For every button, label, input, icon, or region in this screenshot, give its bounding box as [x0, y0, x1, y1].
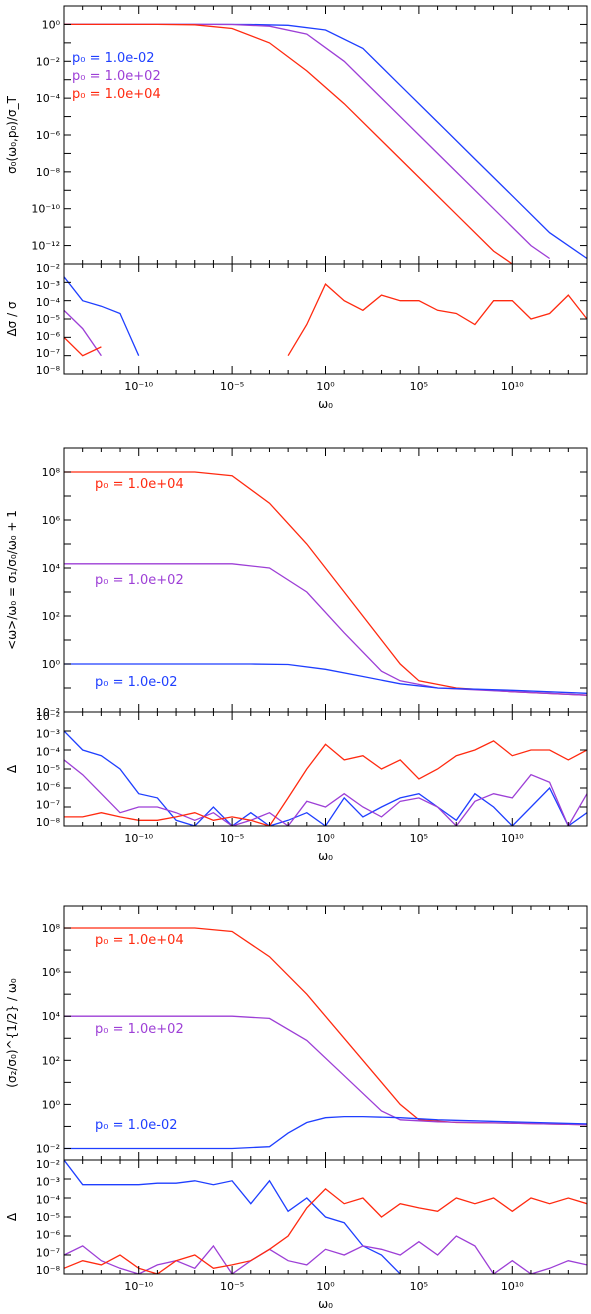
- series-line-2: [64, 336, 102, 357]
- y-tick-label: 10⁻²: [36, 262, 60, 275]
- y-axis-label: (σ₂/σ₀)^{1/2} / ω₀: [5, 978, 19, 1088]
- x-tick-label: 10⁰: [316, 832, 335, 845]
- y-tick-label: 10⁻⁴: [36, 1193, 61, 1206]
- y-tick-label: 10⁻⁶: [36, 1229, 61, 1242]
- y-tick-label: 10⁻⁶: [36, 781, 61, 794]
- series-line-1: [64, 1235, 587, 1274]
- y-axis-label: Δ: [5, 1212, 19, 1221]
- y-tick-label: 10⁻⁶: [36, 129, 61, 142]
- y-tick-label: 10⁻³: [36, 279, 60, 292]
- series-line-2: [64, 23, 513, 264]
- y-tick-label: 10⁻⁸: [36, 364, 61, 377]
- legend-entry: p₀ = 1.0e+04: [95, 477, 184, 492]
- y-tick-label: 10⁻⁵: [36, 763, 60, 776]
- series-line-1: [64, 23, 550, 260]
- legend-entry: p₀ = 1.0e+04: [72, 87, 161, 102]
- y-tick-label: 10⁴: [42, 1010, 61, 1023]
- y-tick-label: 10⁻⁵: [36, 313, 60, 326]
- y-tick-label: 10⁰: [42, 1098, 61, 1111]
- panel-middle: 10⁸ 10⁶ 10⁴ 10² 10⁰ 10⁻² <ω>/ω₀ = σ₁/σ₀/ω₀ + 1…: [5, 447, 588, 719]
- y-tick-label: 10⁸: [42, 466, 61, 479]
- x-tick-label: 10⁵: [410, 1280, 428, 1293]
- y-axis-label: Δ: [5, 764, 19, 773]
- y-tick-label: 10²: [42, 610, 60, 623]
- x-tick-label: 10⁻⁵: [220, 1280, 244, 1293]
- y-tick-label: 10⁻⁸: [36, 1264, 61, 1277]
- y-tick-label: 10⁰: [42, 658, 61, 671]
- y-tick-label: 10⁻⁶: [36, 330, 61, 343]
- x-tick-label: 10¹⁰: [501, 380, 524, 393]
- y-tick-label: 10⁻⁷: [36, 798, 60, 811]
- x-tick-label: 10⁻⁵: [220, 832, 244, 845]
- y-tick-label: 10⁻²: [36, 1158, 60, 1171]
- y-tick-label: 10⁻⁷: [36, 1246, 60, 1259]
- y-tick-label: 10⁻³: [36, 1176, 60, 1189]
- x-tick-label: 10⁰: [316, 1280, 335, 1293]
- y-tick-label: 10⁰: [42, 18, 61, 31]
- panel-bottom: 10⁸ 10⁶ 10⁴ 10² 10⁰ 10⁻² (σ₂/σ₀)^{1/2} / ω₀ p₀ …: [5, 905, 588, 1161]
- x-axis-label: ω₀: [318, 397, 333, 411]
- y-tick-label: 10⁻²: [36, 55, 60, 68]
- plot-frame: [63, 5, 588, 265]
- legend-entry: p₀ = 1.0e-02: [95, 1118, 178, 1133]
- y-tick-label: 10⁻⁵: [36, 1211, 60, 1224]
- x-tick-label: 10⁵: [410, 380, 428, 393]
- x-tick-label: 10⁵: [410, 832, 428, 845]
- series-line-2: [64, 1188, 587, 1274]
- x-tick-label: 10⁻⁵: [220, 380, 244, 393]
- y-tick-label: 10⁻⁴: [36, 296, 61, 309]
- y-tick-label: 10⁻⁸: [36, 166, 61, 179]
- legend-entry: p₀ = 1.0e+04: [95, 933, 184, 948]
- x-tick-label: 10⁰: [316, 380, 335, 393]
- panel-top-residual: 10⁻² 10⁻³ 10⁻⁴ 10⁻⁵ 10⁻⁶ 10⁻⁷ 10⁻⁸ 10⁻¹⁰ 10⁻⁵ 10⁰…: [5, 262, 588, 411]
- series-line-2: [64, 1115, 587, 1150]
- y-tick-label: 10⁶: [42, 514, 61, 527]
- y-tick-label: 10⁻¹⁰: [31, 203, 60, 216]
- y-tick-label: 10⁻⁴: [36, 745, 61, 758]
- y-axis-label: σ₀(ω₀,p₀)/σ_T: [5, 95, 19, 174]
- series-line-2: [64, 663, 587, 694]
- y-tick-label: 10⁴: [42, 562, 61, 575]
- y-tick-label: 10⁶: [42, 966, 61, 979]
- series-line-0: [64, 730, 587, 826]
- series-line-1: [64, 309, 102, 357]
- panel-bottom-residual: 10⁻² 10⁻³ 10⁻⁴ 10⁻⁵ 10⁻⁶ 10⁻⁷ 10⁻⁸ 10⁻¹⁰ 10⁻⁵ 10⁰…: [5, 1158, 588, 1311]
- y-tick-label: 10⁸: [42, 922, 61, 935]
- series-line-1: [64, 1015, 587, 1126]
- y-tick-label: 10⁻⁴: [36, 92, 61, 105]
- plot-frame: [63, 711, 588, 827]
- y-tick-label: 10⁻²: [36, 706, 60, 719]
- x-tick-label: 10⁻¹⁰: [124, 1280, 153, 1293]
- plot-frame: [63, 263, 588, 375]
- panel-middle-residual: 10⁻² 10⁻³ 10⁻⁴ 10⁻⁵ 10⁻⁶ 10⁻⁷ 10⁻⁸ 10⁻¹⁰ 10⁻⁵ 10⁰…: [5, 710, 588, 863]
- x-tick-label: 10¹⁰: [501, 1280, 524, 1293]
- legend-entry: p₀ = 1.0e+02: [95, 573, 184, 588]
- x-tick-label: 10⁻¹⁰: [124, 832, 153, 845]
- legend-entry: p₀ = 1.0e-02: [95, 675, 178, 690]
- y-tick-label: 10⁻²: [36, 710, 60, 723]
- legend-entry: p₀ = 1.0e-02: [72, 51, 155, 66]
- y-tick-label: 10⁻⁸: [36, 816, 61, 829]
- x-axis-label: ω₀: [318, 1297, 333, 1311]
- legend-entry: p₀ = 1.0e+02: [72, 69, 161, 84]
- series-line-2: [64, 740, 587, 826]
- series-line-3: [287, 283, 587, 357]
- y-tick-label: 10²: [42, 1054, 60, 1067]
- x-axis-label: ω₀: [318, 849, 333, 863]
- y-tick-label: 10⁻⁷: [36, 347, 60, 360]
- series-line-1: [64, 563, 587, 696]
- y-axis-label: <ω>/ω₀ = σ₁/σ₀/ω₀ + 1: [5, 510, 19, 650]
- series-line-0: [64, 1160, 403, 1274]
- x-tick-label: 10¹⁰: [501, 832, 524, 845]
- y-tick-label: 10⁻²: [36, 1142, 60, 1155]
- y-axis-label: Δσ / σ: [5, 301, 19, 336]
- series-line-1: [64, 759, 587, 826]
- x-tick-label: 10⁻¹⁰: [124, 380, 153, 393]
- series-line-0: [64, 276, 140, 356]
- y-tick-label: 10⁻³: [36, 728, 60, 741]
- legend-entry: p₀ = 1.0e+02: [95, 1022, 184, 1037]
- y-tick-label: 10⁻¹²: [31, 240, 60, 253]
- panel-top: 10⁰ 10⁻² 10⁻⁴ 10⁻⁶ 10⁻⁸ 10⁻¹⁰ 10⁻¹² σ₀(ω₀,p₀)/σ…: [5, 5, 588, 265]
